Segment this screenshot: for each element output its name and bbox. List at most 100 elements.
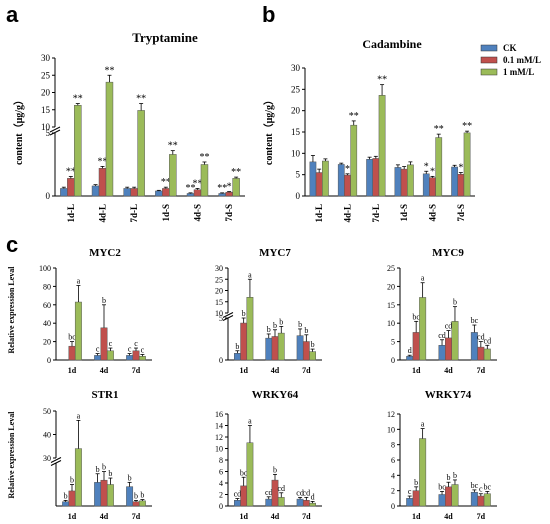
bar — [232, 178, 240, 197]
y-tick-label: 4 — [219, 479, 223, 488]
bar — [372, 158, 380, 197]
chart-cadambine: Cadambine content（μg/g） 0 5 10 15 20 25 30 1d-L 4d… — [262, 37, 475, 223]
x-tick-label: 4d-L — [98, 204, 108, 223]
bar — [246, 297, 254, 361]
legend-swatch-0-1mm — [480, 56, 498, 64]
x-tick-label: 1d — [239, 512, 248, 521]
x-tick-label: 4d — [100, 366, 109, 375]
significance-mark: ** — [434, 124, 444, 135]
bar — [483, 348, 491, 361]
x-tick-label: 7d-S — [456, 204, 466, 222]
y-tick-label: 10 — [387, 319, 395, 328]
y-tick-label: 40 — [43, 431, 51, 440]
y-tick-label: 10 — [215, 309, 223, 318]
significance-mark: ** — [186, 183, 196, 194]
y-tick-label: 20 — [387, 282, 395, 291]
x-tick-label: 4d — [271, 512, 280, 521]
significance-mark: * — [458, 163, 463, 174]
y-tick-label: 25 — [41, 70, 51, 80]
significance-mark: * — [227, 182, 232, 193]
significance-letter: b — [134, 491, 138, 500]
significance-mark: * — [424, 161, 429, 172]
bar — [74, 105, 82, 197]
bar — [155, 190, 163, 197]
significance-letter: c — [128, 345, 132, 354]
y-tick-label: 25 — [215, 275, 223, 284]
bar — [200, 164, 209, 197]
axis-break-mark — [49, 126, 61, 133]
y-tick-label: 10 — [41, 122, 51, 132]
bar — [394, 167, 402, 197]
panel-label-a: a — [6, 2, 19, 27]
bar — [68, 345, 76, 361]
y-tick-label: 25 — [291, 84, 301, 94]
bar — [463, 132, 471, 197]
significance-letter: c — [141, 345, 145, 354]
y-tick-label: 20 — [41, 88, 51, 98]
significance-letter: bc — [471, 481, 479, 490]
bar — [477, 346, 485, 361]
bar — [296, 335, 304, 361]
bar — [240, 485, 248, 507]
x-tick-label: 1d-L — [66, 204, 76, 223]
significance-letter: cd — [234, 490, 242, 499]
bar — [62, 501, 70, 507]
y-tick-label: 20 — [43, 338, 51, 347]
chart-title: Tryptamine — [132, 30, 198, 45]
bar — [137, 110, 145, 197]
bar — [438, 494, 446, 507]
y-tick-label: 10 — [291, 148, 301, 158]
significance-letter: c — [408, 487, 412, 496]
y-tick-label: 0 — [47, 356, 51, 365]
significance-letter: b — [414, 478, 418, 487]
bar — [138, 356, 146, 361]
significance-letter: d — [408, 346, 412, 355]
bar — [322, 160, 329, 197]
bar — [400, 168, 408, 197]
significance-mark: ** — [66, 166, 76, 177]
significance-letter: cd — [484, 336, 492, 345]
significance-mark: ** — [349, 111, 359, 122]
y-tick-label: 30 — [41, 53, 51, 63]
y-axis-label: Relative expression Leval — [7, 266, 16, 354]
bar — [378, 95, 386, 197]
bar — [302, 500, 310, 507]
bar — [406, 498, 414, 507]
significance-letter: b — [96, 465, 100, 474]
bar — [419, 438, 427, 507]
bar — [451, 166, 458, 197]
bar — [126, 355, 134, 361]
y-tick-label: 5 — [391, 338, 395, 347]
bar — [296, 498, 304, 507]
legend-swatch-ck — [480, 44, 498, 52]
y-tick-label: 15 — [291, 127, 301, 137]
bar — [98, 168, 107, 197]
bar — [477, 495, 485, 507]
bar — [435, 137, 443, 197]
y-tick-label: 12 — [215, 433, 223, 442]
x-tick-label: 7d — [302, 512, 311, 521]
chart-title: MYC7 — [259, 247, 291, 259]
bar — [265, 498, 273, 507]
significance-letter: b — [453, 471, 457, 480]
bar — [451, 484, 459, 507]
axis-break-mark — [50, 457, 62, 463]
significance-letter: b — [453, 298, 457, 307]
y-tick-label: 20 — [215, 287, 223, 296]
chart-myc2: MYC2 Relative expression Leval 0 20 40 60 80 10… — [7, 247, 152, 375]
bar — [445, 486, 452, 507]
significance-letter: b — [279, 317, 283, 326]
x-tick-label: 4d-S — [428, 204, 438, 222]
significance-letter: b — [102, 296, 106, 305]
x-tick-label: 4d — [100, 512, 109, 521]
bar — [193, 189, 202, 197]
bar — [451, 321, 459, 361]
y-tick-label: 8 — [391, 441, 395, 450]
bar — [412, 490, 420, 507]
bar — [130, 188, 138, 197]
x-tick-label: 4d — [444, 512, 453, 521]
x-tick-label: 4d — [444, 366, 453, 375]
significance-letter: bc — [412, 312, 420, 321]
significance-letter: b — [128, 473, 132, 482]
